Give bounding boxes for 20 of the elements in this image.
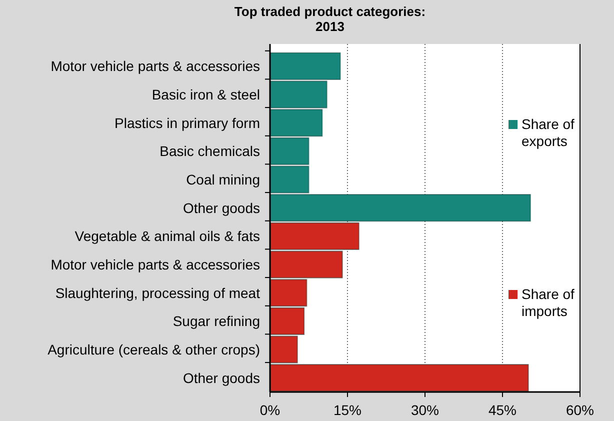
- x-tick-label: 45%: [488, 402, 517, 418]
- y-tick-label: Agriculture (cereals & other crops): [48, 342, 260, 358]
- y-tick-label: Slaughtering, processing of meat: [55, 284, 260, 301]
- y-tick-label: Sugar refining: [172, 313, 260, 330]
- y-tick-label: Other goods: [182, 200, 260, 216]
- legend-label: Share of imports: [522, 286, 575, 319]
- y-tick-label: Basic iron & steel: [152, 86, 260, 102]
- y-tick-label: Motor vehicle parts & accessories: [50, 256, 260, 272]
- y-tick-label: Vegetable & animal oils & fats: [74, 228, 260, 244]
- x-tick-label: 30%: [410, 402, 440, 418]
- y-tick-label: Coal mining: [186, 172, 260, 188]
- y-tick-label: Plastics in primary form: [114, 114, 260, 131]
- x-tick-label: 0%: [260, 402, 280, 418]
- y-tick-label: Motor vehicle parts & accessories: [50, 58, 260, 74]
- x-tick-label: 15%: [333, 402, 362, 418]
- y-tick-label: Basic chemicals: [160, 143, 260, 160]
- y-tick-label: Other goods: [182, 370, 260, 386]
- chart-title: Top traded product categories: 2013: [234, 4, 426, 34]
- legend-label: Share of exports: [522, 116, 575, 149]
- x-tick-label: 60%: [566, 402, 594, 418]
